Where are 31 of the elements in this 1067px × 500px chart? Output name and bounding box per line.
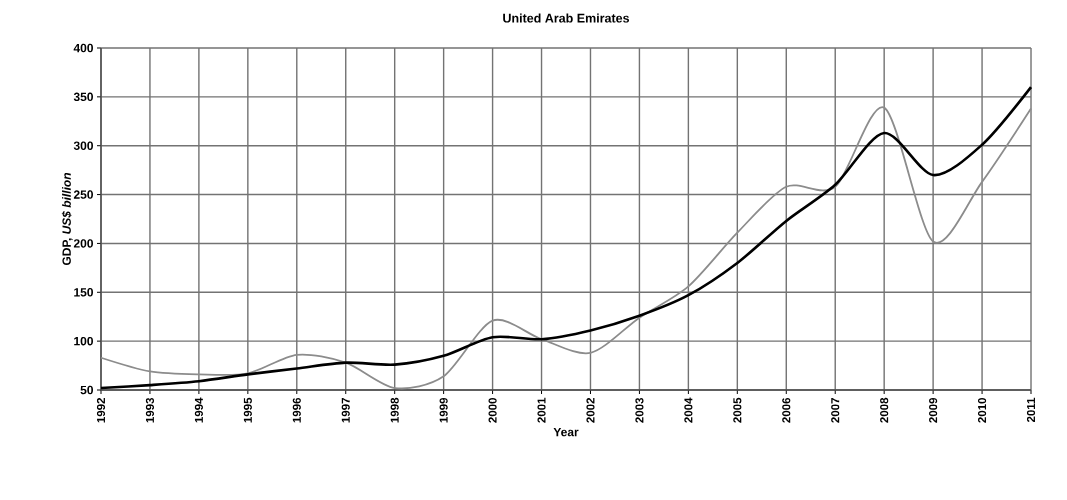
y-tick-label: 350 [73,92,93,102]
x-tick-label: 2008 [880,397,889,423]
x-tick-label: 2010 [977,398,987,423]
y-tick-label: 150 [74,288,93,297]
y-axis-title: GDP, US$ billion [61,172,73,266]
x-tick-label: 1998 [390,397,399,423]
y-tick-label: 300 [73,141,93,150]
x-tick-label: 2001 [537,397,546,423]
x-tick-label: 2003 [635,397,644,423]
x-tick-label: 1993 [145,397,155,423]
x-tick-label: 2006 [782,397,791,423]
x-tick-label: 2007 [831,398,840,423]
x-tick-label: 1994 [194,397,203,423]
x-tick-label: 1992 [96,397,106,423]
y-tick-label: 100 [74,336,93,346]
y-tick-label: 200 [73,239,93,248]
x-tick-label: 1999 [439,397,448,423]
x-axis-title: Year [553,427,579,437]
x-tick-label: 2004 [684,397,693,423]
x-tick-label: 2011 [1026,397,1036,423]
x-tick-label: 2000 [488,398,497,423]
x-tick-label: 1997 [341,398,350,423]
x-tick-label: 2002 [586,397,595,423]
y-tick-label: 50 [80,385,94,395]
y-tick-label: 400 [73,43,93,53]
x-tick-label: 2005 [733,397,742,423]
chart-title: United Arab Emirates [503,13,630,23]
y-tick-label: 250 [73,190,93,199]
x-tick-label: 1995 [243,397,252,423]
x-tick-label: 2009 [929,397,938,423]
x-tick-label: 1996 [292,397,301,423]
